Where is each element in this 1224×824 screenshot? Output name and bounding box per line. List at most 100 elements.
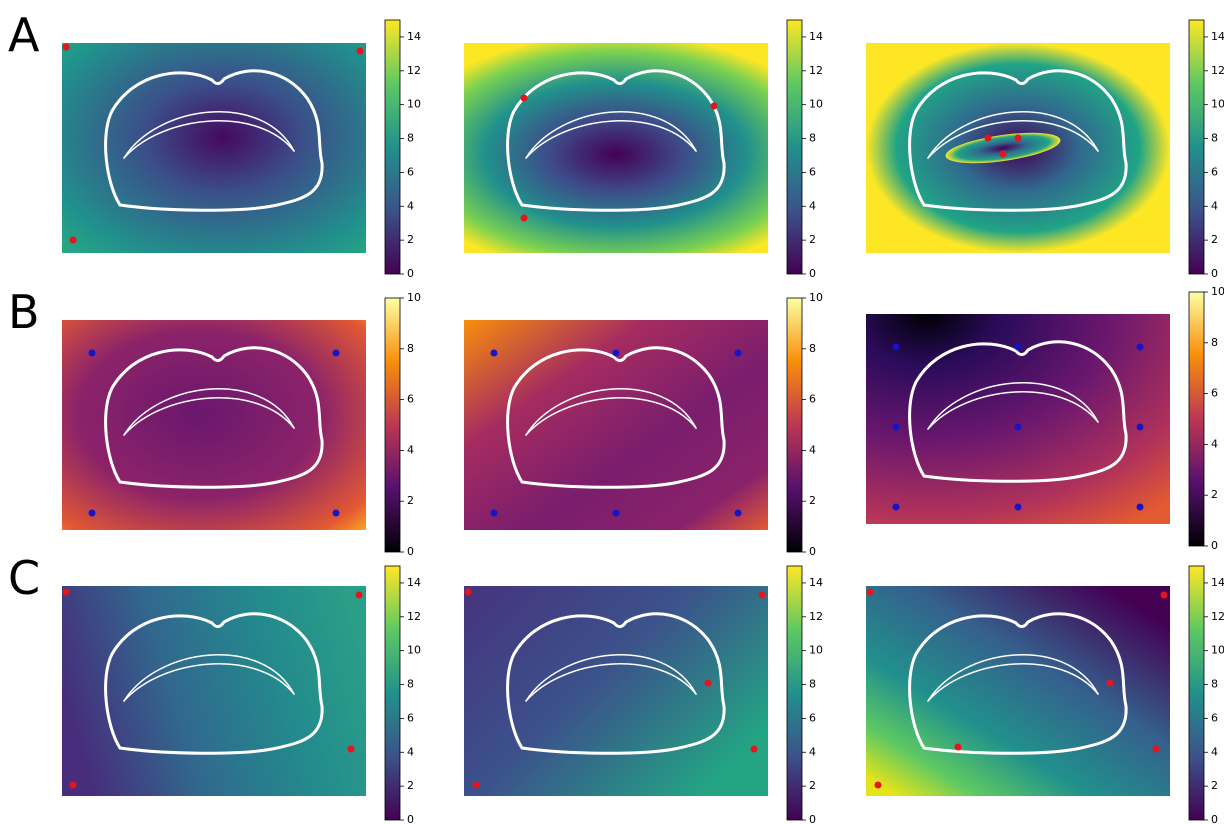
- figure: A 0 2 4 6 8 10 12 14 0 2 4 6 8 10 12 14 0 2 4 6 8 10 12 14 B 0 2 4 6 8…: [0, 0, 1224, 824]
- sample-point: [735, 350, 742, 357]
- colorbar: [1189, 292, 1204, 546]
- sample-point: [751, 746, 758, 753]
- sample-point: [491, 350, 498, 357]
- colorbar-tick-label: 8: [809, 678, 816, 691]
- sample-point: [1015, 504, 1022, 511]
- colorbar-tick-label: 12: [809, 610, 823, 623]
- sample-point: [1015, 135, 1022, 142]
- colorbar-tick-label: 10: [407, 98, 421, 111]
- colorbar-tick-label: 6: [1211, 165, 1218, 178]
- sample-point: [521, 215, 528, 222]
- colorbar-tick-label: 14: [407, 576, 421, 589]
- heatmap-panel: [464, 586, 768, 796]
- colorbar-tick-label: 8: [809, 132, 816, 145]
- colorbar-tick-label: 6: [809, 165, 816, 178]
- colorbar-tick-label: 4: [809, 443, 816, 456]
- sample-point: [875, 782, 882, 789]
- sample-point: [70, 237, 77, 244]
- colorbar-tick-label: 2: [1211, 233, 1218, 246]
- heatmap-panel: [464, 43, 768, 253]
- colorbar-tick-label: 0: [407, 813, 414, 824]
- sample-point: [465, 589, 472, 596]
- sample-point: [348, 746, 355, 753]
- sample-point: [1153, 746, 1160, 753]
- sample-point: [985, 135, 992, 142]
- colorbar-tick-label: 8: [407, 342, 414, 355]
- colorbar-tick-label: 2: [1211, 779, 1218, 792]
- colorbar-tick-label: 2: [809, 779, 816, 792]
- colorbar-tick-label: 10: [407, 291, 421, 304]
- panel-letter: B: [8, 285, 40, 339]
- sample-point: [333, 510, 340, 517]
- sample-point: [70, 782, 77, 789]
- heatmap-panel: [464, 320, 768, 530]
- sample-point: [356, 592, 363, 599]
- colorbar: [385, 20, 400, 274]
- colorbar-tick-label: 0: [1211, 813, 1218, 824]
- colorbar: [1189, 566, 1204, 820]
- heatmap-panel: [866, 314, 1170, 524]
- sample-point: [357, 48, 364, 55]
- colorbar-tick-label: 0: [809, 813, 816, 824]
- sample-point: [613, 510, 620, 517]
- colorbar-tick-label: 0: [1211, 267, 1218, 280]
- colorbar-tick-label: 4: [407, 745, 414, 758]
- colorbar-tick-label: 8: [1211, 132, 1218, 145]
- sample-point: [63, 589, 70, 596]
- sample-point: [893, 344, 900, 351]
- colorbar-tick-label: 10: [1211, 98, 1224, 111]
- colorbar-tick-label: 6: [407, 165, 414, 178]
- sample-point: [1137, 344, 1144, 351]
- sample-point: [893, 504, 900, 511]
- sample-point: [955, 744, 962, 751]
- sample-point: [759, 592, 766, 599]
- colorbar-tick-label: 10: [1211, 644, 1224, 657]
- colorbar: [787, 298, 802, 552]
- colorbar-tick-label: 8: [407, 132, 414, 145]
- colorbar-tick-label: 4: [407, 443, 414, 456]
- colorbar-tick-label: 2: [1211, 488, 1218, 501]
- colorbar-tick-label: 2: [407, 494, 414, 507]
- colorbar-tick-label: 14: [809, 576, 823, 589]
- colorbar-tick-label: 6: [809, 711, 816, 724]
- colorbar-tick-label: 4: [809, 745, 816, 758]
- colorbar-tick-label: 0: [809, 267, 816, 280]
- sample-point: [1107, 680, 1114, 687]
- sample-point: [867, 589, 874, 596]
- colorbar-tick-label: 2: [809, 233, 816, 246]
- colorbar-tick-label: 4: [1211, 199, 1218, 212]
- sample-point: [1015, 344, 1022, 351]
- colorbar-tick-label: 10: [809, 98, 823, 111]
- colorbar-tick-label: 2: [407, 233, 414, 246]
- colorbar-tick-label: 14: [1211, 30, 1224, 43]
- sample-point: [521, 95, 528, 102]
- colorbar-tick-label: 6: [1211, 387, 1218, 400]
- sample-point: [1137, 424, 1144, 431]
- sample-point: [63, 44, 70, 51]
- colorbar-tick-label: 10: [809, 291, 823, 304]
- sample-point: [89, 350, 96, 357]
- colorbar-tick-label: 10: [407, 644, 421, 657]
- colorbar: [787, 20, 802, 274]
- colorbar-tick-label: 2: [407, 779, 414, 792]
- colorbar-tick-label: 0: [407, 545, 414, 558]
- sample-point: [893, 424, 900, 431]
- heatmap-panel: [62, 43, 366, 253]
- colorbar-tick-label: 4: [809, 199, 816, 212]
- colorbar-tick-label: 12: [1211, 610, 1224, 623]
- colorbar: [1189, 20, 1204, 274]
- sample-point: [89, 510, 96, 517]
- colorbar-tick-label: 14: [407, 30, 421, 43]
- sample-point: [711, 103, 718, 110]
- panel-letter: A: [8, 8, 40, 62]
- sample-point: [473, 782, 480, 789]
- sample-point: [735, 510, 742, 517]
- colorbar-tick-label: 10: [809, 644, 823, 657]
- sample-point: [613, 350, 620, 357]
- heatmap-panel: [866, 43, 1170, 253]
- sample-point: [1161, 592, 1168, 599]
- colorbar-tick-label: 8: [1211, 678, 1218, 691]
- colorbar-tick-label: 6: [1211, 711, 1218, 724]
- colorbar-tick-label: 12: [407, 610, 421, 623]
- colorbar-tick-label: 2: [809, 494, 816, 507]
